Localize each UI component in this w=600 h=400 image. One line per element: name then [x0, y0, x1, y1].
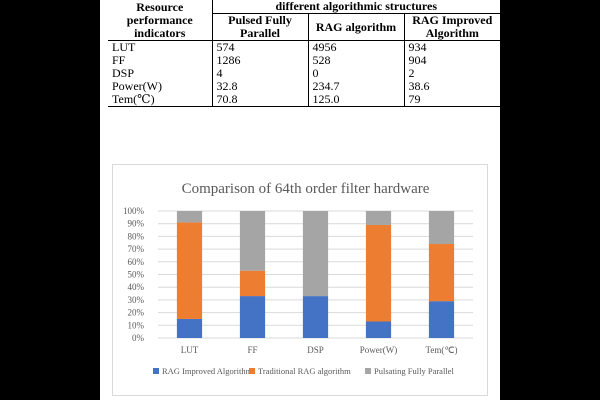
legend-label: RAG Improved Algorithm	[162, 366, 253, 376]
table-cell: 574	[211, 40, 308, 54]
column-header: RAG algorithm	[307, 13, 404, 41]
y-tick-label: 70%	[128, 244, 145, 254]
bar-segment	[239, 296, 266, 338]
stacked-percent-bar-chart: Comparison of 64th order filter hardware…	[123, 181, 473, 376]
corner-header: Resource performance indicators	[108, 0, 212, 41]
table-cell: 528	[307, 54, 404, 67]
x-tick-label: DSP	[307, 345, 324, 355]
y-tick-label: 20%	[128, 308, 145, 318]
row-label: Tem(℃)	[108, 93, 212, 107]
y-tick-label: 40%	[128, 282, 145, 292]
table-cell: 0	[307, 67, 404, 80]
table-cell: 934	[403, 40, 501, 54]
legend-swatch	[365, 368, 371, 374]
table-row: LUT 574 4956 934	[108, 40, 501, 54]
table-row: FF 1286 528 904	[108, 53, 501, 67]
bar-segment	[302, 296, 329, 338]
row-label: Power(W)	[112, 79, 162, 93]
bar-segment	[239, 270, 266, 297]
bar-segment	[365, 224, 392, 322]
x-tick-label: LUT	[181, 345, 199, 355]
table-cell: 1286	[211, 54, 308, 67]
y-tick-label: 100%	[123, 206, 145, 216]
y-tick-label: 80%	[128, 231, 145, 241]
table-cell: 4956	[307, 40, 404, 54]
legend-swatch	[249, 368, 255, 374]
column-header: Pulsed Fully Parallel	[211, 13, 308, 41]
table-cell: 125.0	[307, 93, 404, 107]
legend-swatch	[153, 368, 159, 374]
bar-segment	[365, 321, 392, 338]
bar-segment	[428, 301, 455, 338]
chart-frame: Comparison of 64th order filter hardware…	[112, 164, 488, 396]
table-row: DSP 4 0 2	[108, 66, 501, 80]
y-tick-label: 60%	[128, 257, 145, 267]
table-cell: 32.8	[211, 80, 308, 93]
table-cell: 79	[403, 93, 501, 107]
table-cell: 2	[403, 67, 501, 80]
table-row: Power(W) 32.8 234.7 38.6	[108, 79, 501, 93]
bar-segment	[176, 222, 203, 319]
bar-segment	[176, 318, 203, 338]
row-label: LUT	[112, 40, 136, 54]
group-header: different algorithmic structures	[211, 0, 501, 14]
bar-segment	[428, 211, 455, 245]
legend-label: Traditional RAG algorithm	[258, 366, 351, 376]
bar-segment	[365, 211, 392, 225]
bar-segment	[302, 211, 329, 297]
row-label: DSP	[112, 66, 135, 80]
bar-segment	[176, 211, 203, 223]
bar-segment	[239, 211, 266, 271]
x-tick-label: Power(W)	[360, 345, 398, 355]
x-tick-label: Tem(℃)	[426, 345, 458, 355]
table-cell: 234.7	[307, 80, 404, 93]
y-tick-label: 50%	[128, 270, 145, 280]
y-tick-label: 0%	[132, 333, 145, 343]
y-tick-label: 30%	[128, 295, 145, 305]
table-cell: 904	[403, 54, 501, 67]
chart-title: Comparison of 64th order filter hardware	[182, 181, 430, 197]
table-cell: 70.8	[211, 93, 308, 107]
table-row: Tem(℃) 70.8 125.0 79	[108, 93, 501, 107]
y-tick-label: 10%	[128, 320, 145, 330]
column-header: RAG Improved Algorithm	[403, 13, 501, 41]
legend-label: Pulsating Fully Parallel	[374, 366, 454, 376]
document-page: Resource performance indicators differen…	[100, 0, 501, 400]
bar-segment	[428, 244, 455, 302]
y-tick-label: 90%	[128, 219, 145, 229]
table-cell: 4	[211, 67, 308, 80]
row-label: FF	[112, 53, 126, 67]
table-cell: 38.6	[403, 80, 501, 93]
x-tick-label: FF	[247, 345, 257, 355]
resource-table: Resource performance indicators differen…	[108, 0, 501, 107]
